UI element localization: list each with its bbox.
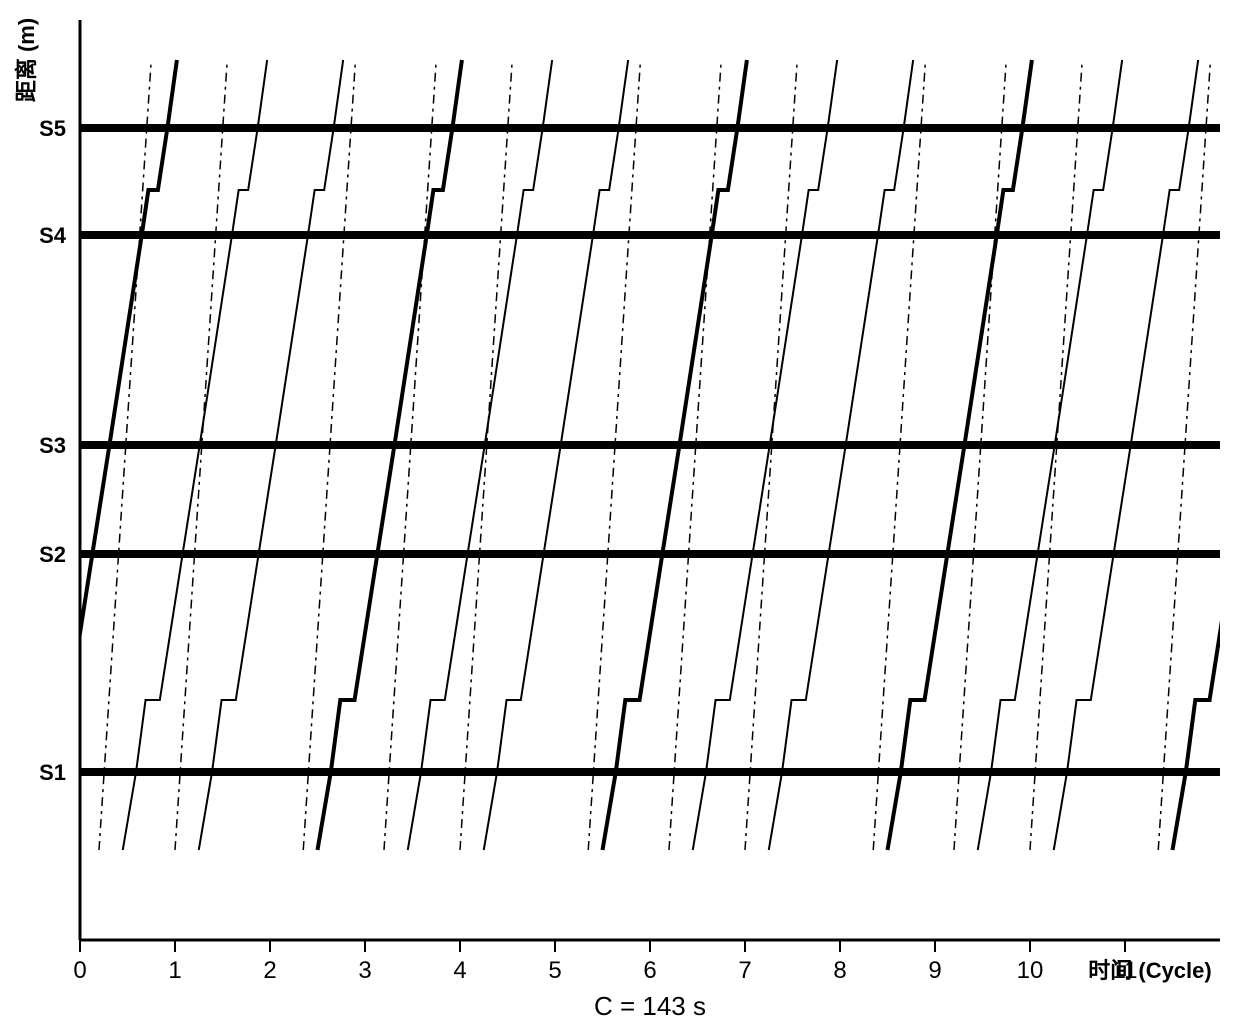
x-tick-label: 0	[73, 957, 86, 984]
x-tick-label: 4	[453, 957, 466, 984]
time-space-diagram: S1S2S3S4S501234567891011时间 (Cycle)距离 (m)…	[0, 0, 1239, 1033]
x-tick-label: 5	[548, 957, 561, 984]
x-tick-label: 3	[358, 957, 371, 984]
y-axis-label: 距离 (m)	[14, 18, 39, 102]
x-tick-label: 7	[738, 957, 751, 984]
x-tick-label: 8	[833, 957, 846, 984]
x-axis-label: 时间 (Cycle)	[1088, 958, 1211, 983]
station-label: S3	[39, 433, 66, 458]
cycle-caption: C = 143 s	[594, 991, 706, 1021]
station-label: S5	[39, 116, 66, 141]
station-label: S1	[39, 760, 66, 785]
station-label: S4	[39, 223, 67, 248]
x-tick-label: 10	[1017, 957, 1044, 984]
x-tick-label: 2	[263, 957, 276, 984]
x-tick-label: 1	[168, 957, 181, 984]
x-tick-label: 6	[643, 957, 656, 984]
x-tick-label: 9	[928, 957, 941, 984]
station-label: S2	[39, 542, 66, 567]
diagram-wrapper: { "canvas": { "w": 1239, "h": 1033, "bg"…	[0, 0, 1239, 1033]
